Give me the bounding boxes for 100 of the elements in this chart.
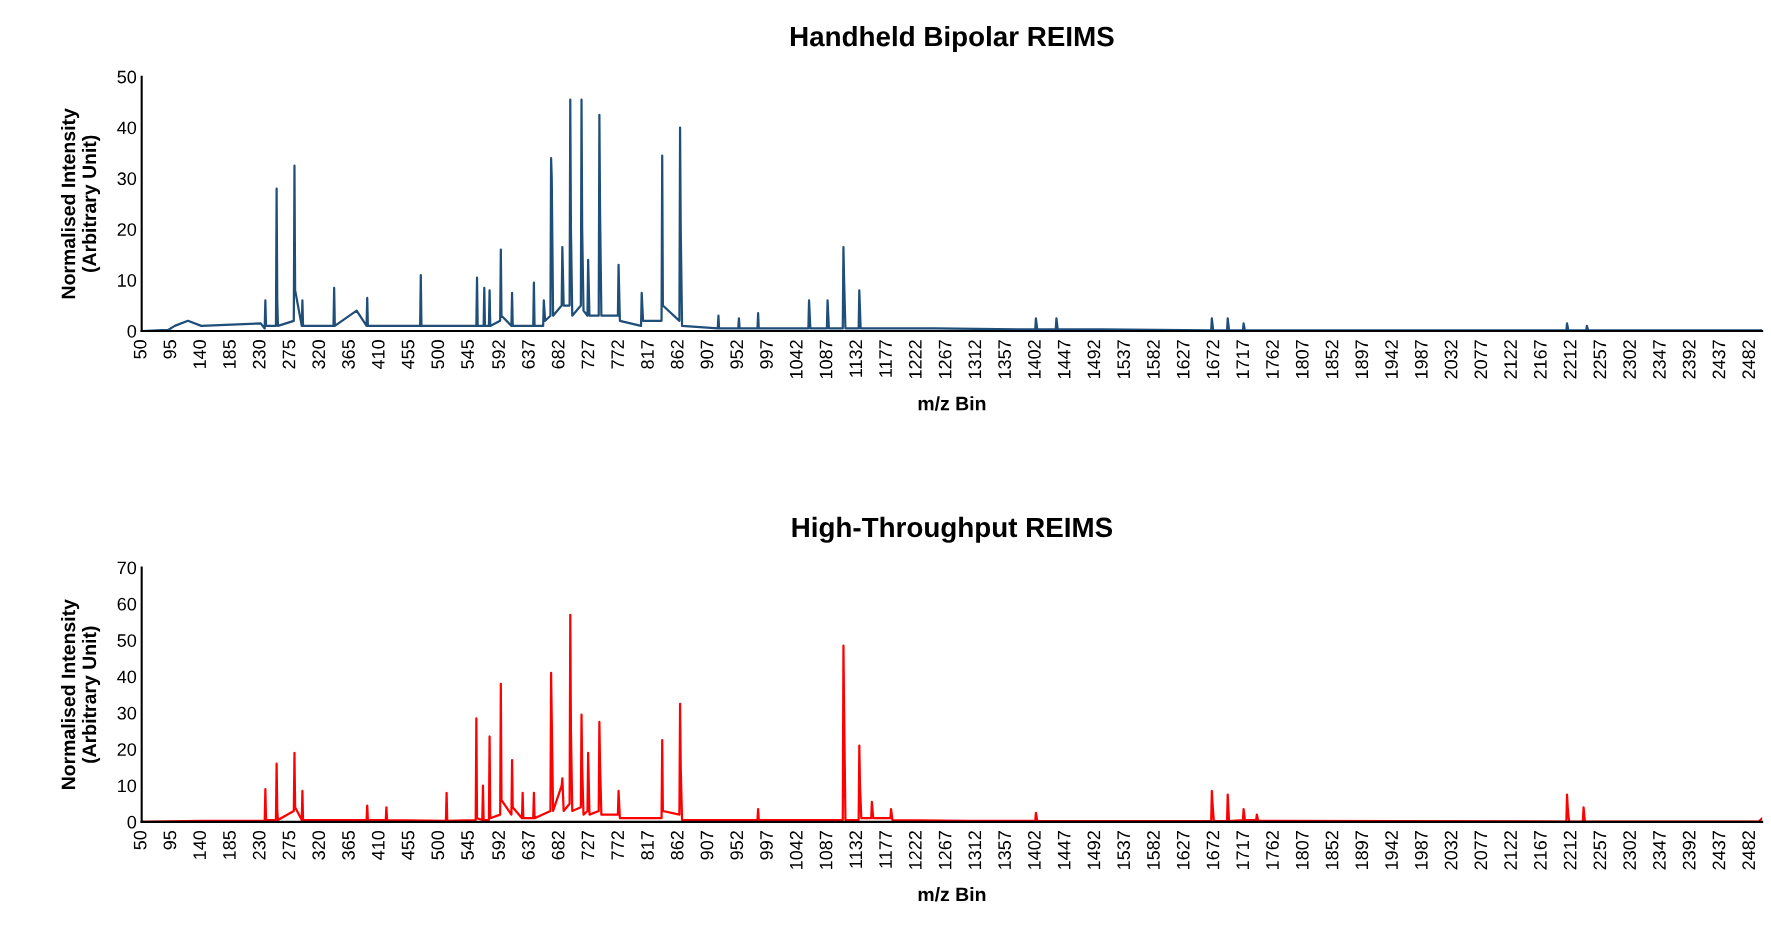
x-tick-label: 1087 bbox=[819, 340, 833, 379]
x-tick-label: 1942 bbox=[1385, 340, 1398, 379]
x-tick-label: 592 bbox=[492, 831, 506, 860]
x-tick-label: 1672 bbox=[1206, 831, 1220, 869]
x-tick-label: 2122 bbox=[1504, 831, 1517, 870]
x-tick-label: 95 bbox=[163, 830, 177, 850]
x-tick-label: 185 bbox=[223, 830, 236, 859]
x-tick-label: 2302 bbox=[1623, 831, 1637, 870]
x-tick-label: 2077 bbox=[1474, 831, 1488, 870]
y-tick-label: 50 bbox=[117, 634, 137, 647]
x-axis-title: m/z Bin bbox=[918, 396, 986, 411]
x-tick-label: 1312 bbox=[968, 340, 982, 379]
x-tick-label: 1402 bbox=[1027, 831, 1041, 869]
y-tick-label: 0 bbox=[127, 324, 137, 338]
x-tick-label: 1852 bbox=[1325, 340, 1339, 379]
y-tick-label: 50 bbox=[117, 70, 137, 84]
x-tick-label: 997 bbox=[760, 831, 773, 860]
x-tick-label: 2212 bbox=[1563, 340, 1577, 379]
y-tick-label: 70 bbox=[117, 561, 137, 575]
x-tick-label: 952 bbox=[730, 340, 744, 369]
x-tick-label: 2347 bbox=[1653, 340, 1666, 379]
x-tick-label: 140 bbox=[193, 830, 207, 859]
x-tick-label: 410 bbox=[371, 830, 385, 860]
x-tick-label: 185 bbox=[223, 340, 236, 369]
x-tick-label: 1357 bbox=[998, 831, 1011, 869]
x-tick-label: 2437 bbox=[1712, 831, 1726, 870]
x-tick-label: 1582 bbox=[1147, 340, 1160, 379]
x-tick-label: 727 bbox=[581, 340, 595, 369]
x-tick-label: 230 bbox=[252, 830, 266, 860]
x-tick-label: 1267 bbox=[938, 831, 952, 869]
x-tick-label: 907 bbox=[700, 831, 714, 860]
x-tick-label: 1492 bbox=[1087, 831, 1101, 869]
x-tick-label: 1537 bbox=[1117, 340, 1131, 379]
x-tick-label: 1267 bbox=[938, 340, 952, 379]
x-tick-label: 1222 bbox=[908, 340, 922, 379]
x-tick-label: 545 bbox=[461, 340, 474, 369]
y-tick-label: 20 bbox=[117, 743, 137, 756]
chart-title: High-Throughput REIMS bbox=[792, 516, 1113, 543]
x-tick-label: 1177 bbox=[879, 831, 892, 868]
x-tick-label: 320 bbox=[312, 830, 326, 860]
x-tick-label: 1897 bbox=[1355, 340, 1369, 379]
x-tick-label: 500 bbox=[431, 830, 445, 860]
x-tick-label: 907 bbox=[700, 340, 714, 369]
x-tick-label: 2167 bbox=[1533, 831, 1547, 870]
y-axis-title: Normalised Intensity (Arbitrary Unit) bbox=[61, 599, 101, 790]
x-tick-label: 410 bbox=[371, 340, 385, 370]
y-tick-label: 60 bbox=[117, 597, 137, 611]
x-tick-label: 2347 bbox=[1653, 831, 1666, 870]
x-tick-label: 1627 bbox=[1176, 340, 1190, 379]
x-tick-label: 862 bbox=[670, 340, 684, 369]
x-tick-label: 1672 bbox=[1206, 340, 1220, 379]
x-tick-label: 1177 bbox=[879, 340, 892, 377]
x-tick-label: 1852 bbox=[1325, 831, 1339, 869]
x-tick-label: 682 bbox=[551, 340, 565, 369]
x-tick-label: 1897 bbox=[1355, 831, 1369, 869]
x-tick-label: 1447 bbox=[1057, 340, 1071, 379]
x-tick-label: 2212 bbox=[1563, 831, 1577, 870]
x-tick-label: 365 bbox=[342, 830, 355, 860]
x-tick-label: 2032 bbox=[1444, 340, 1458, 379]
x-tick-label: 2482 bbox=[1742, 831, 1756, 870]
x-tick-label: 320 bbox=[312, 340, 326, 369]
x-tick-label: 2257 bbox=[1593, 340, 1607, 379]
y-tick-label: 30 bbox=[117, 706, 137, 720]
x-tick-label: 862 bbox=[670, 831, 684, 860]
x-tick-label: 772 bbox=[611, 340, 624, 369]
x-tick-label: 275 bbox=[282, 340, 296, 369]
x-tick-label: 952 bbox=[730, 831, 744, 860]
y-tick-label: 30 bbox=[117, 172, 137, 186]
x-tick-label: 2302 bbox=[1623, 340, 1637, 379]
y-tick-label: 20 bbox=[117, 223, 137, 236]
x-tick-label: 545 bbox=[461, 830, 474, 860]
x-tick-label: 592 bbox=[492, 340, 506, 369]
y-tick-label: 0 bbox=[127, 815, 137, 829]
x-axis-title: m/z Bin bbox=[918, 887, 986, 902]
y-tick-label: 10 bbox=[118, 779, 137, 793]
x-tick-label: 637 bbox=[521, 831, 535, 860]
x-tick-label: 1222 bbox=[908, 831, 922, 869]
chart-title: Handheld Bipolar REIMS bbox=[790, 25, 1114, 52]
x-tick-label: 1807 bbox=[1295, 831, 1309, 869]
x-tick-label: 455 bbox=[401, 830, 415, 860]
x-tick-label: 1132 bbox=[849, 340, 863, 377]
x-tick-label: 1357 bbox=[998, 340, 1011, 379]
x-tick-label: 727 bbox=[581, 831, 595, 860]
x-tick-label: 365 bbox=[342, 340, 355, 369]
x-tick-label: 2392 bbox=[1682, 831, 1696, 870]
x-tick-label: 1717 bbox=[1236, 340, 1249, 379]
x-tick-label: 1762 bbox=[1266, 340, 1279, 379]
y-axis-title: Normalised Intensity (Arbitrary Unit) bbox=[61, 108, 101, 299]
x-tick-label: 1087 bbox=[819, 831, 833, 869]
x-tick-label: 1447 bbox=[1057, 831, 1071, 869]
x-tick-label: 2392 bbox=[1682, 340, 1696, 379]
x-tick-label: 2122 bbox=[1504, 340, 1517, 379]
x-tick-label: 637 bbox=[521, 340, 535, 369]
x-tick-label: 682 bbox=[551, 831, 565, 860]
y-tick-label: 10 bbox=[118, 274, 137, 287]
x-tick-label: 275 bbox=[282, 830, 296, 860]
x-tick-label: 1627 bbox=[1176, 831, 1190, 869]
x-tick-label: 1042 bbox=[789, 831, 803, 869]
x-tick-label: 1717 bbox=[1236, 831, 1249, 869]
y-tick-label: 40 bbox=[117, 121, 137, 135]
